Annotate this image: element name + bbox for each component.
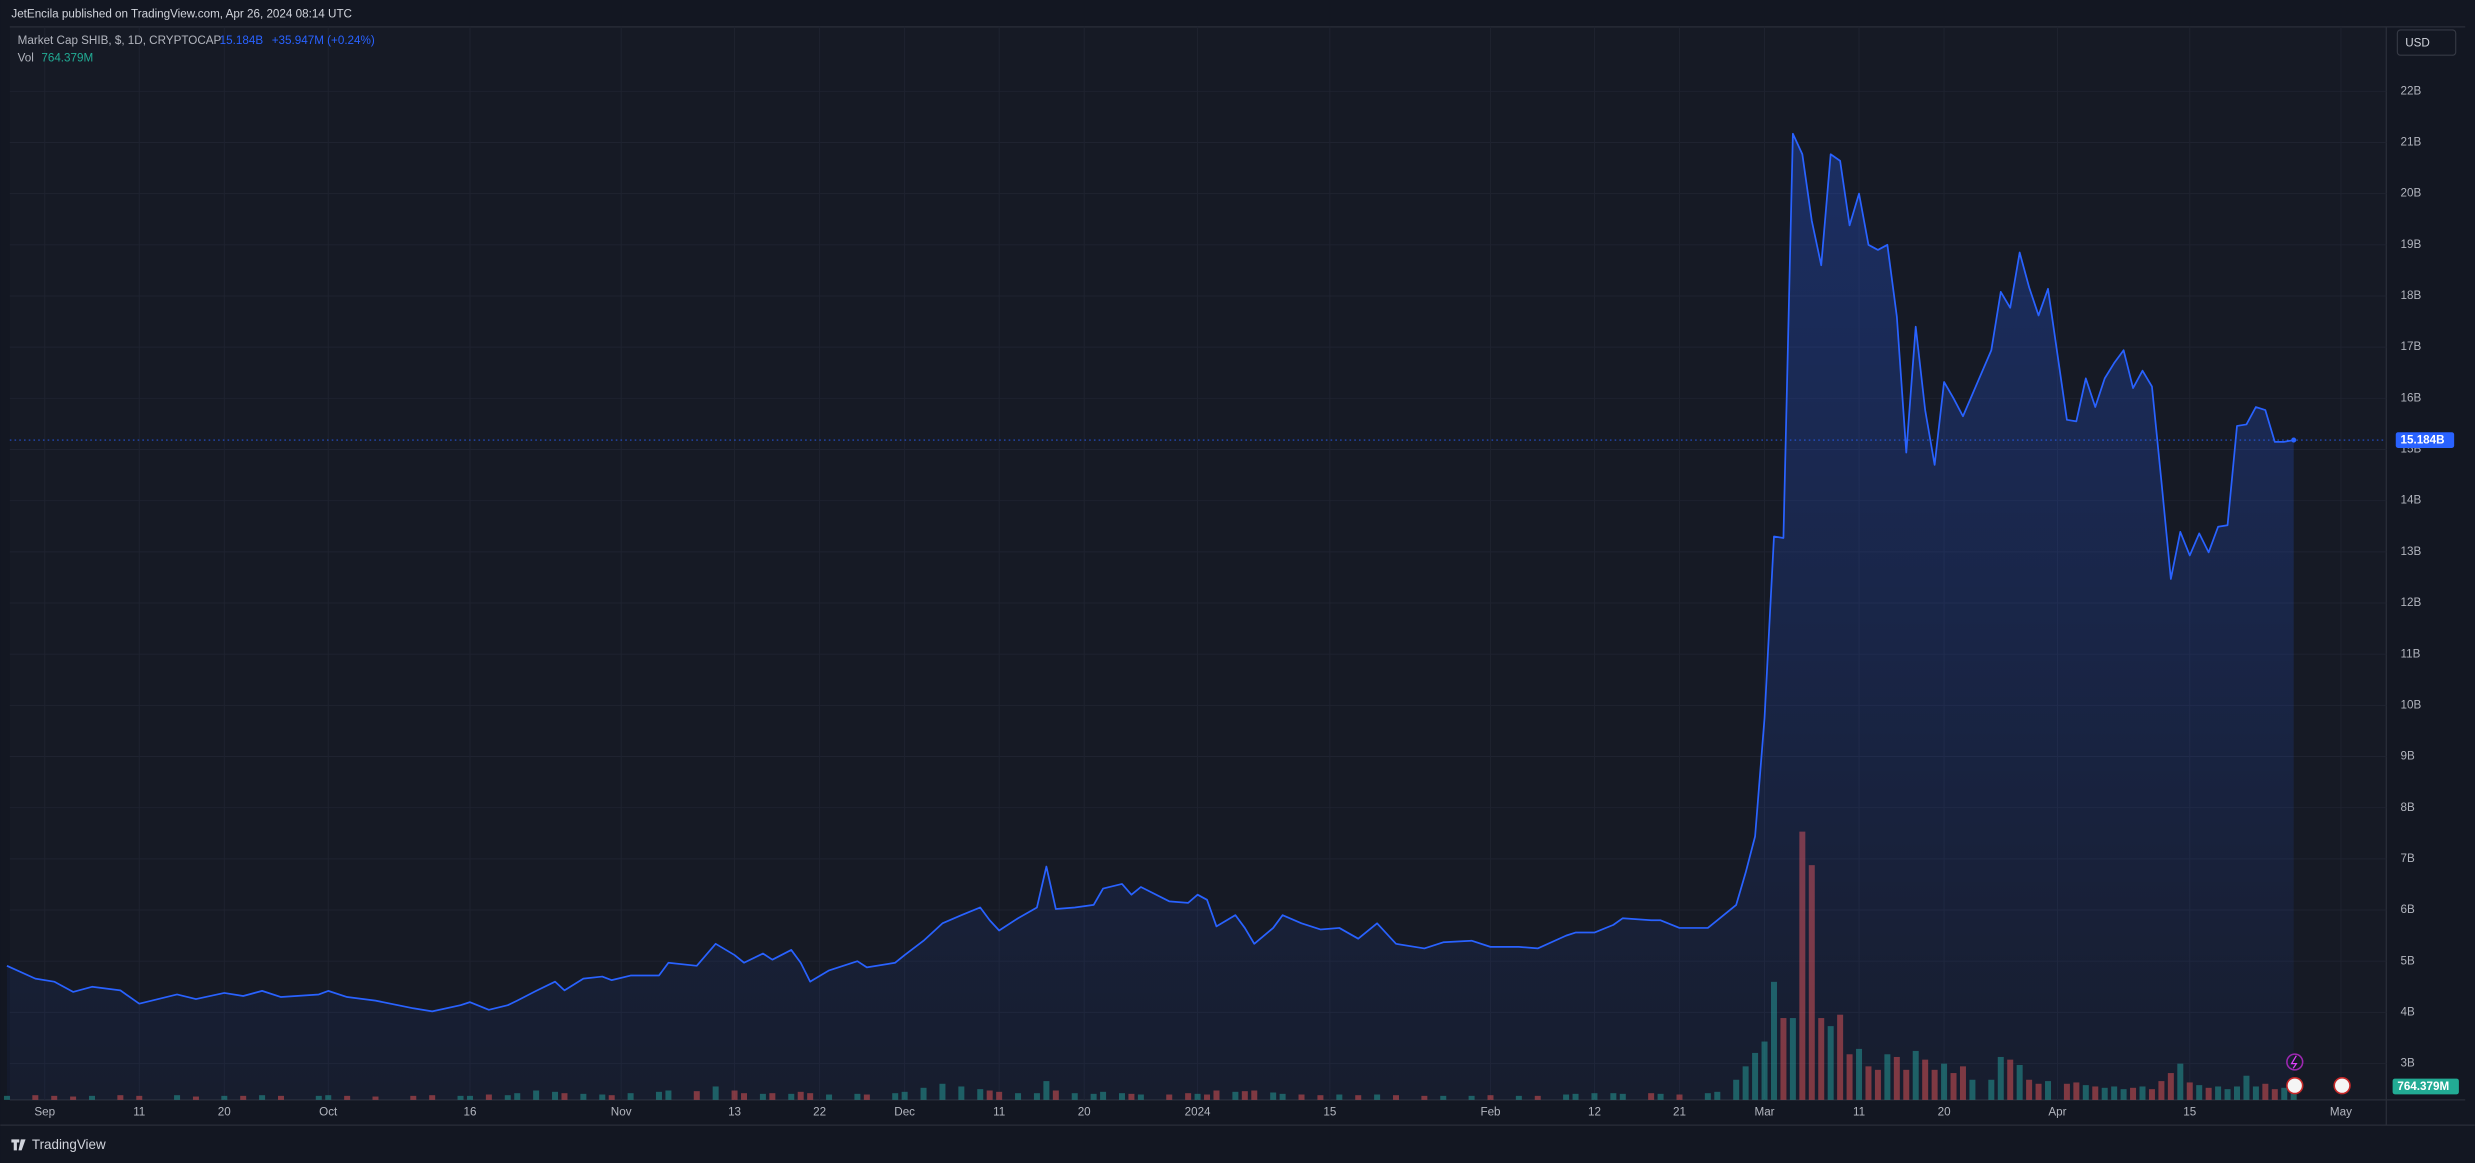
y-tick-label: 17B [2401,340,2422,353]
x-tick-label: 11 [1853,1106,1865,1119]
x-tick-label: Feb [1480,1106,1500,1119]
labels: 3B4B5B6B7B8B9B10B11B12B13B14B15B16B17B18… [34,84,2459,1119]
y-tick-label: 21B [2401,136,2422,149]
x-tick-label: 15 [1323,1106,1336,1119]
currency[interactable]: USD [2405,36,2430,49]
legend-vol-name: Vol [18,51,34,64]
x-tick-label: 20 [1078,1106,1091,1119]
legend-change: +35.947M (+0.24%) [272,34,375,47]
currency-box[interactable] [2396,29,2457,56]
x-tick-label: 20 [1938,1106,1951,1119]
y-tick-label: 19B [2401,238,2422,251]
x-tick-label: 11 [993,1106,1005,1119]
volume-label: 764.379M [2397,1080,2449,1093]
volume-label-box [2392,1078,2459,1095]
y-tick-label: 7B [2401,852,2415,865]
y-tick-label: 20B [2401,187,2422,200]
x-tick-label: 11 [133,1106,145,1119]
y-tick-label: 18B [2401,289,2422,302]
legend-name: Market Cap SHIB, $, 1D, CRYPTOCAP [18,34,222,47]
event-icon-bolt [2290,1055,2298,1069]
x-tick-label: 15 [2183,1106,2196,1119]
x-tick-label: Sep [34,1106,55,1119]
y-tick-label: 8B [2401,801,2415,814]
x-tick-label: 13 [728,1106,741,1119]
y-tick-label: 22B [2401,84,2422,97]
last-point [2291,437,2297,443]
y-tick-label: 9B [2401,750,2415,763]
flag-icon[interactable] [2333,1076,2351,1095]
x-tick-label: 20 [218,1106,231,1119]
y-tick-label: 6B [2401,903,2415,916]
y-tick-label: 16B [2401,391,2422,404]
price-line [6,132,2294,1013]
x-tick-label: 16 [463,1106,476,1119]
logo [11,1139,26,1151]
header: JetEncila published on TradingView.com, … [11,7,352,20]
x-tick-label: Oct [319,1106,338,1119]
y-tick-label: 14B [2401,494,2422,507]
x-tick-label: Apr [2048,1106,2066,1119]
y-tick-label: 3B [2401,1057,2415,1070]
y-tick-label: 5B [2401,954,2415,967]
y-tick-label: 12B [2401,596,2422,609]
legend-last: 15.184B [220,34,264,47]
price-label-box [2395,432,2455,448]
event-icon[interactable] [2286,1053,2304,1071]
x-tick-label: 12 [1588,1106,1601,1119]
x-tick-label: Mar [1754,1106,1774,1119]
x-tick-label: May [2330,1106,2352,1119]
marks [3,132,2387,1100]
y-tick-label: 13B [2401,545,2422,558]
x-tick-label: 2024 [1185,1106,1211,1119]
y-tick-label: 4B [2401,1005,2415,1018]
flag-icon[interactable] [2286,1076,2304,1095]
y-tick-label: 10B [2401,698,2422,711]
x-tick-label: 21 [1673,1106,1686,1119]
x-tick-label: Nov [611,1106,632,1119]
footer: TradingView [32,1137,106,1152]
area-fill [6,133,2294,1100]
price-label: 15.184B [2401,434,2445,447]
y-tick-label: 11B [2401,647,2421,660]
x-tick-label: 22 [813,1106,826,1119]
x-tick-label: Dec [894,1106,915,1119]
legend-vol-last: 764.379M [41,51,93,64]
